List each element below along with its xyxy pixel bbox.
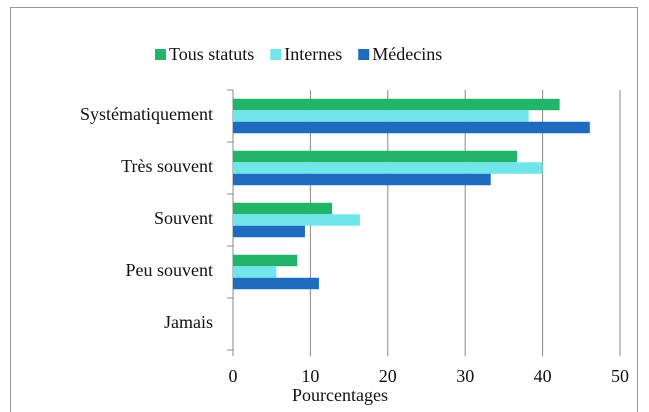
bar [233,254,298,267]
x-tick-label: 30 [456,366,474,386]
bar [233,150,518,163]
bar [233,266,277,278]
bar [233,202,333,215]
y-tick-label: Jamais [164,312,213,332]
bar [233,98,560,111]
y-tick-label: Souvent [154,208,213,228]
legend-label: Médecins [372,44,442,64]
y-tick-label: Très souvent [121,156,213,176]
legend-swatch [155,49,166,60]
bar [233,110,529,122]
x-tick-label: 10 [301,366,319,386]
bar [233,277,319,290]
x-tick-label: 20 [379,366,397,386]
y-tick-label: Systématiquement [80,104,213,124]
y-tick-label: Peu souvent [126,260,214,280]
legend-swatch [270,49,282,60]
bar [233,225,305,238]
x-tick-label: 0 [229,366,238,386]
bar [233,121,590,134]
x-tick-label: 40 [534,366,552,386]
bar [233,214,360,226]
x-axis-label: Pourcentages [292,385,388,405]
bar [233,173,491,186]
legend-label: Internes [284,44,342,64]
bar [233,162,543,174]
legend-swatch [358,49,370,60]
legend-label: Tous statuts [169,44,254,64]
x-tick-label: 50 [611,366,629,386]
